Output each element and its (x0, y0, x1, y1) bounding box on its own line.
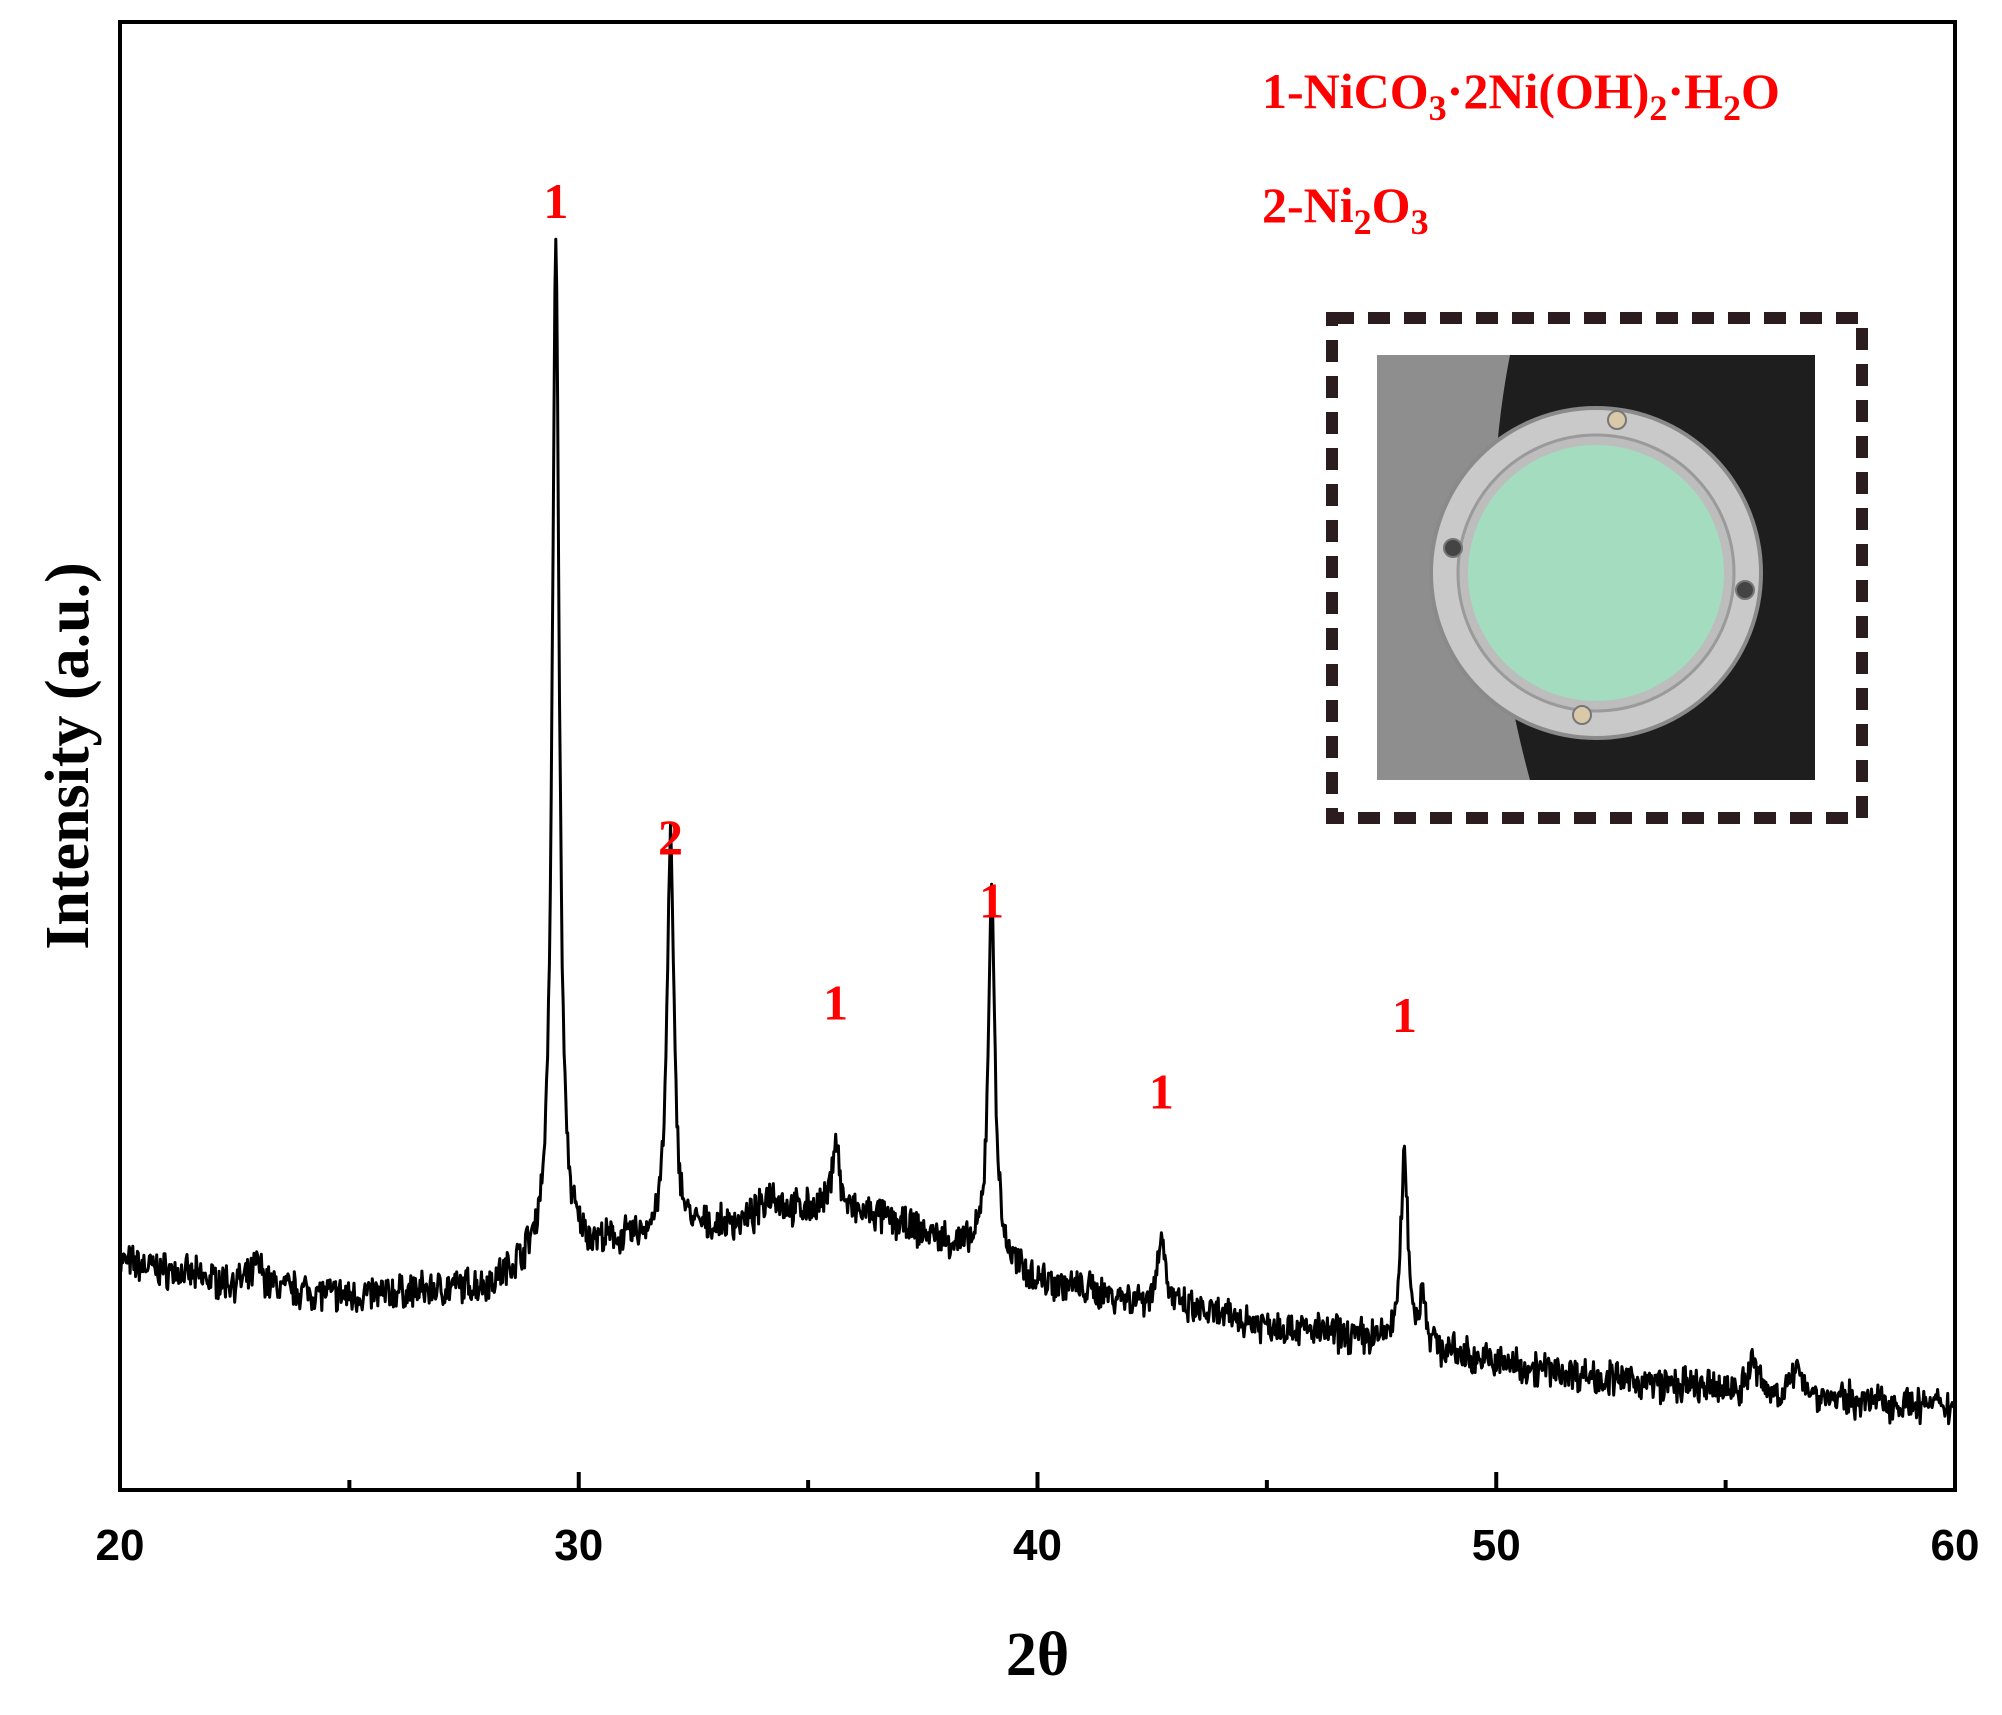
peak-label: 1 (543, 173, 568, 229)
y-axis-label: Intensity (a.u.) (34, 562, 102, 950)
inset-dashed-frame (1326, 312, 1868, 824)
ring-screw (1572, 705, 1592, 725)
plot-area (118, 237, 1956, 1426)
peak-label: 1 (1392, 987, 1417, 1043)
x-tick-label: 60 (1931, 1521, 1980, 1570)
peak-labels: 1 2 1 1 1 1 (543, 173, 1417, 1119)
inset-photo (1326, 312, 1868, 824)
ring-screw (1607, 410, 1627, 430)
axes: 20 30 40 50 60 (96, 20, 1980, 1570)
green-sample-disc (1468, 445, 1724, 701)
x-tick-label: 30 (554, 1521, 603, 1570)
ring-screw (1735, 580, 1755, 600)
legend-entry: 1-NiCO3·2Ni(OH)2·H2O (1262, 63, 1780, 128)
peak-label: 1 (979, 873, 1004, 929)
x-tick-label: 20 (96, 1521, 145, 1570)
x-tick-label: 40 (1013, 1521, 1062, 1570)
legend-entry: 2-Ni2O3 (1262, 177, 1429, 242)
legend: 1-NiCO3·2Ni(OH)2·H2O 2-Ni2O3 (1262, 63, 1780, 242)
peak-label: 2 (658, 809, 683, 865)
ring-screw (1443, 538, 1463, 558)
x-tick-label: 50 (1472, 1521, 1521, 1570)
peak-label: 1 (823, 974, 848, 1030)
x-axis-label: 2θ (1006, 1621, 1069, 1689)
peak-label: 1 (1149, 1063, 1174, 1119)
xrd-pattern-line (118, 237, 1956, 1426)
